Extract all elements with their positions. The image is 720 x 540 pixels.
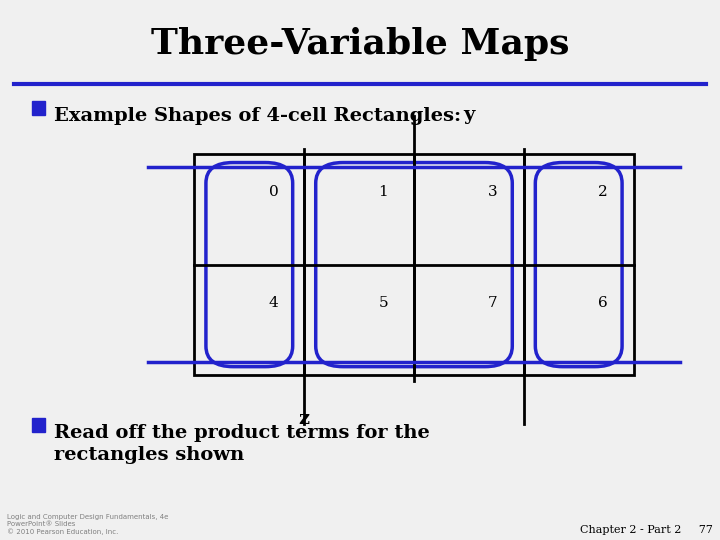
Bar <box>32 418 45 432</box>
Text: Chapter 2 - Part 2     77: Chapter 2 - Part 2 77 <box>580 524 713 535</box>
Text: 6: 6 <box>598 295 608 309</box>
Text: 0: 0 <box>269 185 279 199</box>
Text: 7: 7 <box>488 295 498 309</box>
Bar <box>32 101 45 115</box>
Text: 4: 4 <box>269 295 279 309</box>
Text: 3: 3 <box>488 185 498 199</box>
Text: 1: 1 <box>379 185 388 199</box>
Text: Example Shapes of 4-cell Rectangles:: Example Shapes of 4-cell Rectangles: <box>54 107 461 125</box>
Text: Logic and Computer Design Fundamentals, 4e
PowerPoint® Slides
© 2010 Pearson Edu: Logic and Computer Design Fundamentals, … <box>7 514 168 535</box>
Bar <box>194 154 634 375</box>
Text: z: z <box>299 410 310 428</box>
Text: y: y <box>463 106 474 124</box>
Text: Three-Variable Maps: Three-Variable Maps <box>150 27 570 61</box>
Text: Read off the product terms for the: Read off the product terms for the <box>54 424 430 442</box>
Text: 5: 5 <box>379 295 388 309</box>
Text: rectangles shown: rectangles shown <box>54 446 244 463</box>
Text: 2: 2 <box>598 185 608 199</box>
